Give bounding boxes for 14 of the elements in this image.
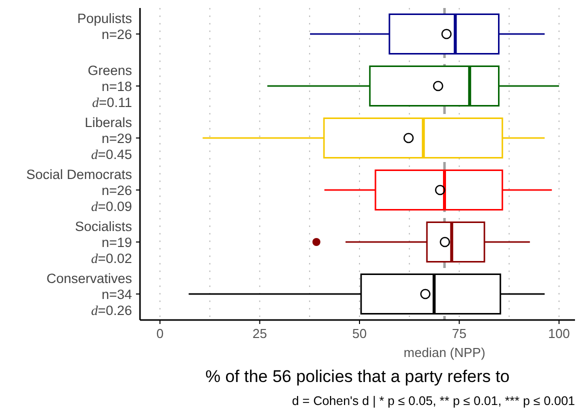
x-axis-title: % of the 56 policies that a party refers to bbox=[205, 367, 510, 386]
y-tick-label: Socialists n=19 d=0.02 bbox=[74, 219, 132, 266]
x-tick-label: 50 bbox=[352, 326, 367, 341]
x-tick-label: 75 bbox=[452, 326, 466, 341]
y-tick-label: Greens n=18 d=0.11 bbox=[88, 63, 132, 110]
x-tick-label: 100 bbox=[548, 326, 570, 341]
y-tick-label: Conservatives n=34 d=0.26 bbox=[46, 271, 132, 318]
ref-line-label: median (NPP) bbox=[404, 345, 486, 360]
y-tick-label: Populists n=26 bbox=[77, 11, 132, 42]
x-tick-label: 0 bbox=[156, 326, 164, 341]
y-tick-label: Liberals n=29 d=0.45 bbox=[84, 115, 132, 162]
text: d = Cohen's d | * p ≤ 0.05, ** p ≤ 0.01, *** p ≤ 0.001 bbox=[292, 394, 576, 408]
y-tick-label: Social Democrats n=26 d=0.09 bbox=[26, 167, 132, 214]
x-tick-label: 25 bbox=[252, 326, 267, 341]
